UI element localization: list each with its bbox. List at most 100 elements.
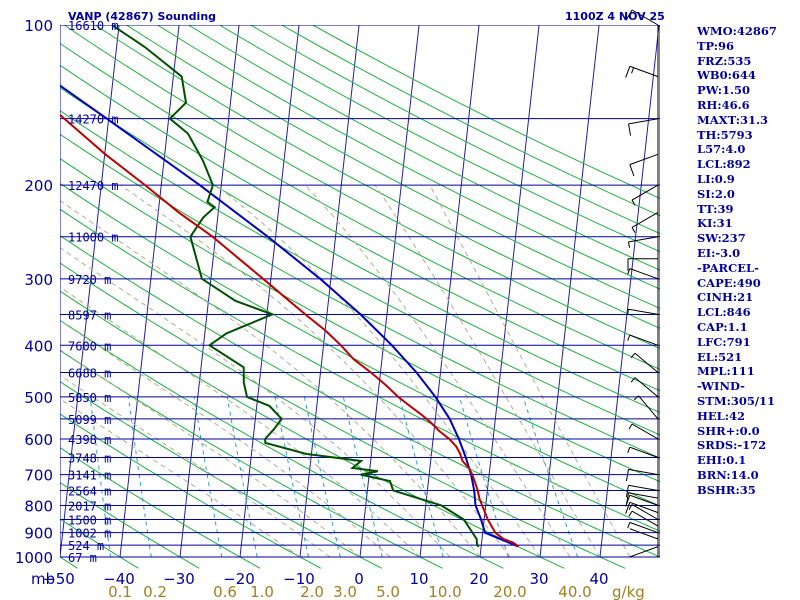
mixing-ratio-line — [458, 396, 509, 558]
wind-barb — [630, 377, 659, 398]
dry-adiabat — [60, 87, 660, 414]
wind-barb — [627, 334, 659, 346]
wind-barbs — [625, 9, 659, 558]
temperature-tick-label: −10 — [283, 570, 315, 588]
wind-barb — [628, 118, 659, 136]
index-item: TP:96 — [697, 38, 735, 53]
wind-barb — [629, 153, 659, 177]
height-label: 5850 m — [68, 391, 111, 405]
pressure-unit-label: mb — [31, 570, 55, 588]
index-item: EHI:0.1 — [697, 453, 747, 468]
temperature-tick-label: −30 — [163, 570, 195, 588]
dry-adiabat — [219, 25, 660, 253]
dry-adiabat — [60, 182, 660, 507]
dry-adiabat — [157, 25, 660, 290]
axis-labels: 16610 m 14270 m 12470 m 11000 m 9720 m 8597 m… — [15, 17, 645, 600]
wind-barb — [625, 9, 659, 26]
moist-adiabat — [60, 200, 481, 558]
wind-barb — [628, 504, 659, 520]
moist-adiabat — [60, 286, 421, 558]
plot-frame — [60, 25, 660, 558]
height-label: 4398 m — [68, 433, 111, 447]
wind-barb — [625, 484, 659, 498]
wind-barb — [628, 236, 659, 248]
temperature-trace — [60, 113, 520, 548]
dry-adiabat — [60, 349, 443, 569]
dry-adiabat — [60, 133, 660, 459]
wind-barb — [627, 268, 659, 280]
index-item: PW:1.50 — [697, 83, 751, 98]
index-item: KI:31 — [697, 216, 733, 231]
index-item: TH:5793 — [697, 127, 753, 142]
wind-barb — [627, 258, 658, 271]
height-label: 7600 m — [68, 339, 111, 353]
isotherm-line — [419, 25, 480, 558]
parcel-trace — [60, 84, 519, 548]
index-item: -WIND- — [697, 379, 745, 394]
mixing-ratio-line — [342, 396, 383, 558]
isotherm-line — [359, 25, 420, 558]
station-title: VANP (42867) Sounding — [68, 10, 217, 23]
isotherm-line — [599, 25, 660, 558]
index-item: STM:305/11 — [697, 393, 776, 408]
pressure-tick-label: 200 — [24, 177, 53, 195]
pressure-tick-label: 600 — [24, 431, 53, 449]
wind-barb — [631, 184, 659, 206]
height-label: 67 m — [68, 551, 97, 565]
moist-adiabat — [429, 184, 631, 558]
wind-barb — [628, 423, 659, 440]
height-label: 3748 m — [68, 451, 111, 465]
wind-barb — [627, 308, 659, 316]
index-item: LI:0.9 — [697, 171, 735, 186]
mixing-ratio-tick-label: 20.0 — [493, 583, 526, 600]
index-item: WMO:42867 — [697, 24, 777, 38]
dry-adiabat — [60, 518, 139, 569]
pressure-tick-label: 300 — [24, 271, 53, 289]
height-label: 2017 m — [68, 499, 111, 513]
mixing-ratio-tick-label: 40.0 — [558, 583, 591, 600]
index-item: RH:46.6 — [697, 97, 750, 112]
pressure-tick-label: 800 — [24, 497, 53, 515]
height-label: 11000 m — [68, 231, 119, 245]
isotherm-line — [60, 25, 120, 558]
dry-adiabat — [126, 25, 660, 309]
index-item: L57:4.0 — [697, 142, 746, 157]
wind-barb — [631, 211, 659, 233]
mixing-ratio-tick-label: 3.0 — [333, 583, 357, 600]
index-item: SHR+:0.0 — [697, 423, 760, 438]
moist-adiabat — [374, 184, 601, 558]
wind-barb — [625, 468, 659, 482]
wind-barb — [625, 501, 659, 514]
moist-adiabat — [120, 184, 511, 558]
pressure-tick-label: 400 — [24, 337, 53, 355]
index-item: WB0:644 — [697, 68, 756, 83]
isotherm-line — [539, 25, 600, 558]
height-label: 9720 m — [68, 273, 111, 287]
wind-barb — [629, 546, 659, 558]
isotherm-line — [239, 25, 300, 558]
pressure-tick-label: 700 — [24, 467, 53, 485]
dry-adiabat — [60, 413, 322, 569]
valid-time: 1100Z 4 NOV 25 — [565, 10, 665, 23]
sounding-indices: WMO:42867 TP:96 FRZ:535 WB0:644 PW:1.50 RH:46… — [697, 24, 777, 498]
mixing-ratio-unit-label: g/kg — [612, 583, 645, 600]
moist-adiabat — [304, 184, 571, 558]
dry-adiabat — [60, 42, 660, 370]
isotherm-line — [479, 25, 540, 558]
index-item: EL:521 — [697, 349, 743, 364]
index-item: SW:237 — [697, 231, 746, 246]
index-item: FRZ:535 — [697, 53, 752, 68]
height-label: 8597 m — [68, 308, 111, 322]
moist-adiabat — [60, 247, 451, 558]
dry-adiabat — [63, 25, 660, 350]
index-item: CAPE:490 — [697, 275, 761, 290]
wind-barb — [627, 521, 659, 534]
dry-adiabat — [60, 157, 660, 483]
pressure-tick-label: 500 — [24, 389, 53, 407]
wind-barb — [630, 352, 659, 373]
index-item: HEL:42 — [697, 408, 745, 423]
index-item: CINH:21 — [697, 290, 754, 305]
dry-adiabat — [60, 110, 660, 436]
dry-adiabat — [94, 25, 660, 329]
